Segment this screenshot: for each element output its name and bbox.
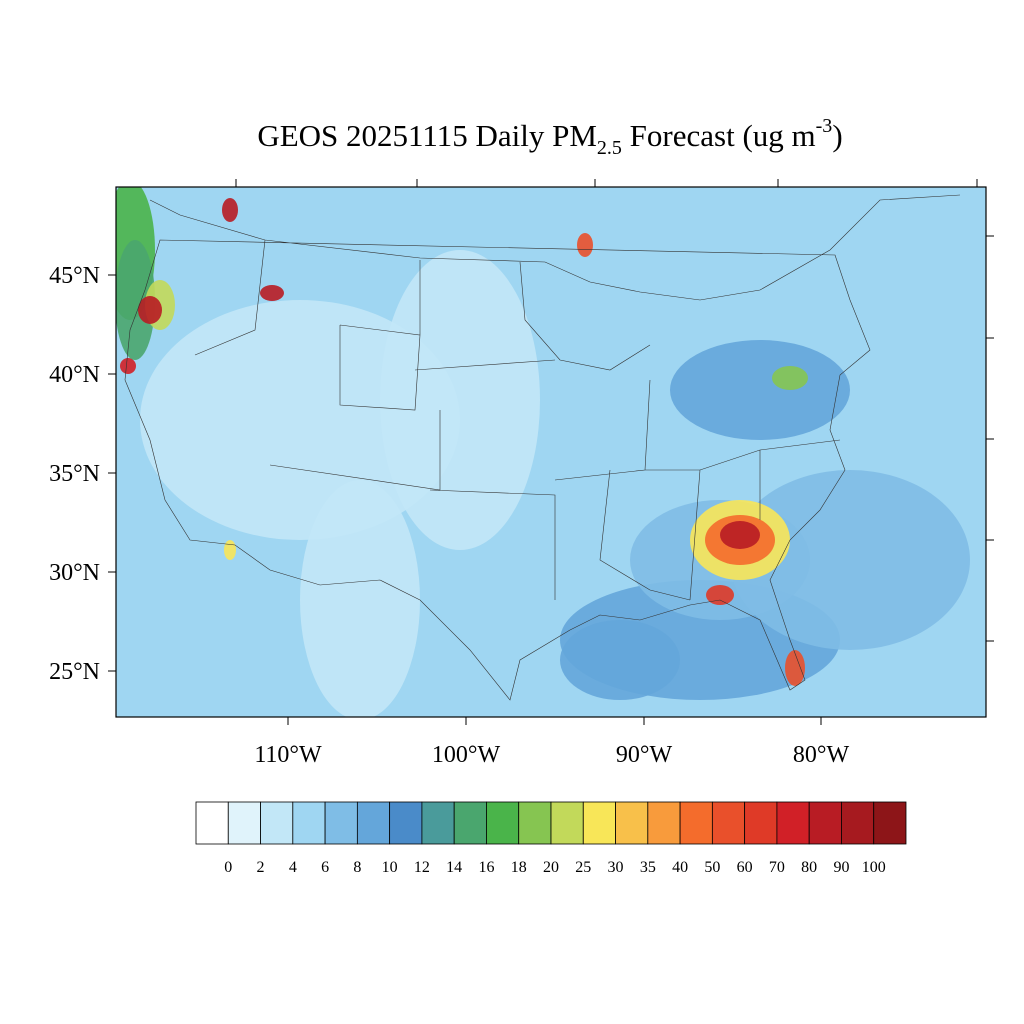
axis-ticks: 45°N 40°N 35°N 30°N 25°N 110°W 100°W 90°W 80°W <box>49 179 994 768</box>
pm25-patch <box>260 285 284 301</box>
colorbar-box <box>776 801 810 845</box>
colorbar-label: 8 <box>353 859 361 876</box>
pm25-patch <box>560 620 680 700</box>
lat-label: 30°N <box>49 560 100 586</box>
colorbar-box <box>841 801 875 845</box>
title-sub: 2.5 <box>597 137 622 159</box>
lon-label: 110°W <box>254 742 322 768</box>
colorbar: 0 2 4 6 8 10 12 14 16 18 20 25 30 35 40 50 60 70 80 90 100 <box>195 801 907 876</box>
colorbar-box <box>582 801 616 845</box>
pm25-patch <box>730 470 970 650</box>
colorbar-label: 70 <box>769 859 785 876</box>
pm25-patch <box>222 198 238 222</box>
colorbar-label: 2 <box>257 859 265 876</box>
lon-label: 100°W <box>432 742 501 768</box>
colorbar-label: 100 <box>862 859 886 876</box>
colorbar-box <box>744 801 778 845</box>
pm25-patch <box>380 250 540 550</box>
pm25-patch <box>772 366 808 390</box>
colorbar-label: 60 <box>737 859 753 876</box>
colorbar-label: 6 <box>321 859 329 876</box>
colorbar-label: 12 <box>414 859 430 876</box>
colorbar-box <box>260 801 294 845</box>
lat-label: 25°N <box>49 659 100 685</box>
colorbar-box <box>679 801 713 845</box>
pm25-patch <box>140 300 460 540</box>
colorbar-label: 30 <box>608 859 624 876</box>
colorbar-box <box>227 801 261 845</box>
colorbar-label: 0 <box>224 859 232 876</box>
pm25-patch <box>116 240 155 360</box>
pm25-field <box>116 187 986 717</box>
colorbar-box <box>356 801 391 845</box>
colorbar-label: 10 <box>382 859 398 876</box>
colorbar-box <box>292 801 326 845</box>
colorbar-box <box>195 801 229 845</box>
pm25-patch <box>300 480 420 717</box>
lon-label: 80°W <box>793 742 850 768</box>
colorbar-label: 18 <box>511 859 527 876</box>
pm25-patch <box>577 233 593 257</box>
colorbar-box <box>647 801 681 845</box>
pm25-patch <box>120 358 136 374</box>
title-rest: Forecast (ug m <box>622 118 816 153</box>
colorbar-box <box>421 801 455 845</box>
title-end: ) <box>832 118 842 153</box>
colorbar-label: 4 <box>289 859 297 876</box>
colorbar-box <box>389 801 423 845</box>
colorbar-box <box>518 801 552 845</box>
pm25-patch <box>706 585 734 605</box>
colorbar-box <box>324 801 358 845</box>
borders <box>124 194 961 701</box>
lon-label: 90°W <box>616 742 673 768</box>
colorbar-label: 90 <box>833 859 849 876</box>
lat-label: 35°N <box>49 461 100 487</box>
colorbar-label: 14 <box>446 859 462 876</box>
colorbar-box <box>808 801 842 845</box>
colorbar-label: 16 <box>478 859 494 876</box>
lat-label: 40°N <box>49 362 100 388</box>
title: GEOS 20251115 Daily PM2.5 Forecast (ug m… <box>257 115 842 159</box>
colorbar-box <box>615 801 649 845</box>
colorbar-box <box>453 801 487 845</box>
pm25-patch <box>720 521 760 549</box>
colorbar-box <box>873 801 907 845</box>
colorbar-box <box>711 801 746 845</box>
colorbar-label: 20 <box>543 859 559 876</box>
lat-label: 45°N <box>49 263 100 289</box>
pm25-patch <box>138 296 162 324</box>
map-frame <box>115 186 987 718</box>
title-main: GEOS 20251115 Daily PM <box>257 118 597 153</box>
colorbar-label: 40 <box>672 859 688 876</box>
colorbar-label: 25 <box>575 859 591 876</box>
colorbar-box <box>550 801 584 845</box>
colorbar-box <box>486 801 520 845</box>
pm25-patch <box>785 650 805 686</box>
title-sup: -3 <box>816 115 833 137</box>
pm25-patch <box>224 540 236 560</box>
colorbar-label: 50 <box>704 859 720 876</box>
pm25-patch <box>670 340 850 440</box>
colorbar-label: 35 <box>640 859 656 876</box>
colorbar-label: 80 <box>801 859 817 876</box>
